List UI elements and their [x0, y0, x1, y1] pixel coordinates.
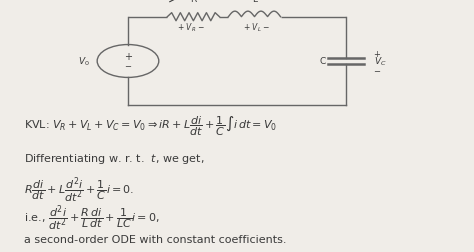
Text: +: + [124, 52, 132, 62]
Text: + $V_L$ −: + $V_L$ − [243, 21, 271, 34]
Text: −: − [374, 67, 381, 76]
Text: Differentiating w. r. t.  $t$, we get,: Differentiating w. r. t. $t$, we get, [24, 152, 204, 166]
Text: +: + [374, 50, 381, 59]
Text: a second-order ODE with constant coefficients.: a second-order ODE with constant coeffic… [24, 234, 286, 244]
Text: −: − [125, 62, 131, 71]
Text: KVL: $V_R + V_L + V_C = V_0 \Rightarrow iR + L\dfrac{di}{dt} + \dfrac{1}{C}\int : KVL: $V_R + V_L + V_C = V_0 \Rightarrow … [24, 114, 277, 138]
Text: $V_0$: $V_0$ [78, 55, 90, 68]
Text: + $V_R$ −: + $V_R$ − [177, 21, 205, 34]
Text: i.e., $\dfrac{d^2i}{dt^2} + \dfrac{R}{L}\dfrac{di}{dt} + \dfrac{1}{LC}i = 0,$: i.e., $\dfrac{d^2i}{dt^2} + \dfrac{R}{L}… [24, 202, 159, 232]
Text: $V_C$: $V_C$ [374, 55, 386, 68]
Text: $R\dfrac{di}{dt} + L\dfrac{d^2i}{dt^2} + \dfrac{1}{C}i = 0.$: $R\dfrac{di}{dt} + L\dfrac{d^2i}{dt^2} +… [24, 174, 134, 204]
Text: R: R [190, 0, 197, 4]
Text: C: C [319, 57, 326, 66]
Text: L: L [252, 0, 257, 4]
